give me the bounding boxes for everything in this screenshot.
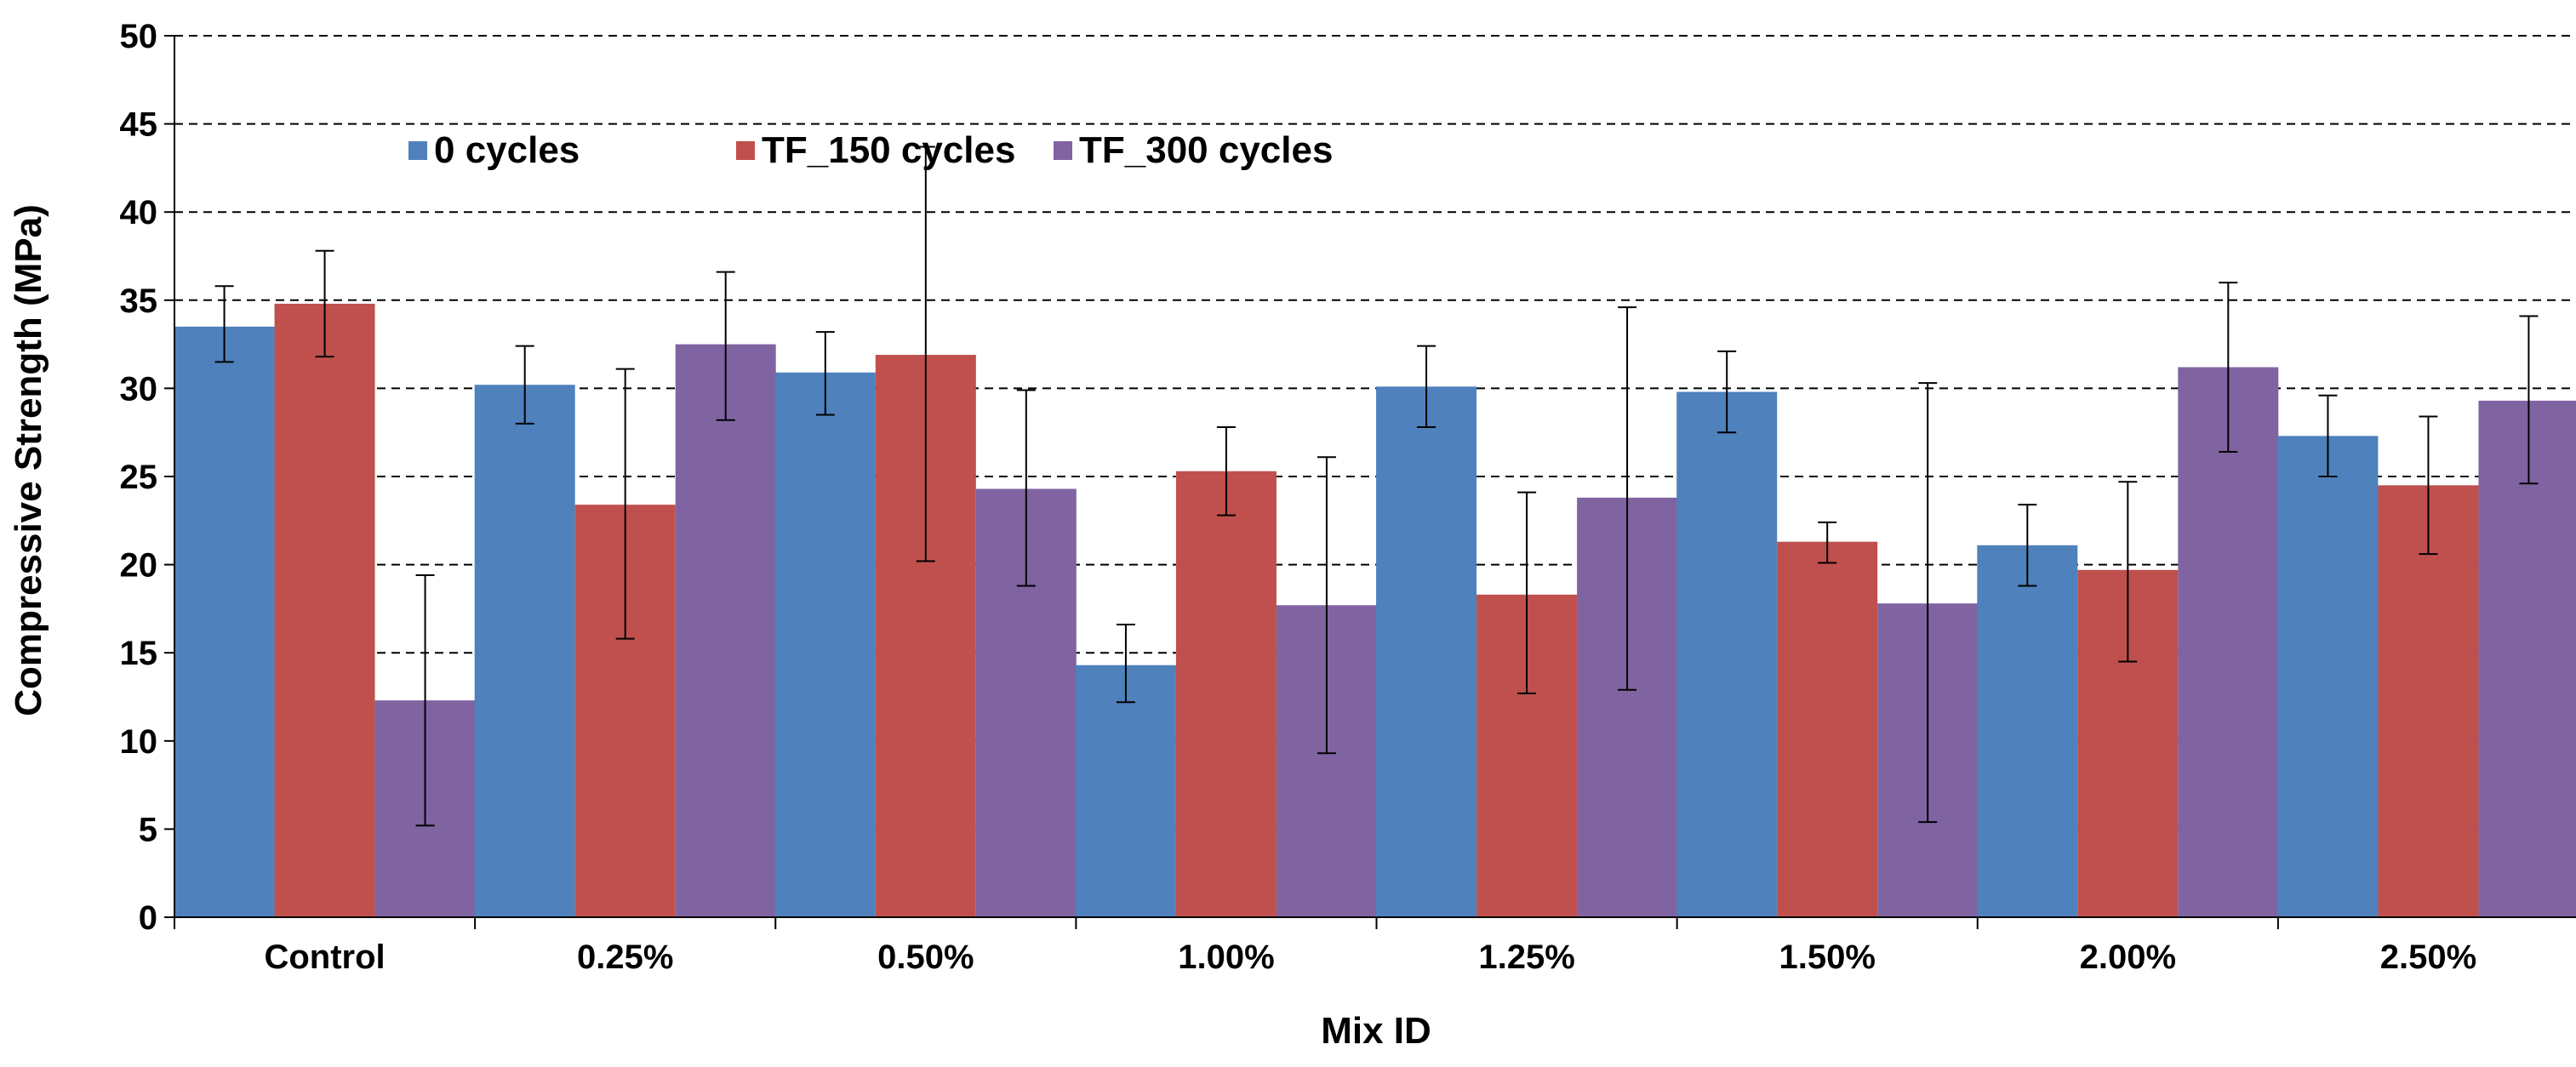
bar: [1075, 665, 1176, 917]
y-tick-label: 10: [120, 723, 158, 761]
y-tick-label: 35: [120, 282, 158, 320]
y-tick-label: 45: [120, 106, 158, 144]
legend-label: TF_150 cycles: [762, 129, 1015, 171]
y-tick-labels: 0 5 10 15 20 25 30 35 40 45 50: [120, 18, 158, 937]
legend: 0 cycles TF_150 cycles TF_300 cycles: [408, 129, 1333, 171]
legend-swatch: [408, 141, 427, 160]
bar: [474, 385, 575, 918]
x-tick-label: 2.00%: [2080, 939, 2176, 976]
bar: [1175, 471, 1277, 917]
bar: [675, 344, 776, 918]
bar: [1977, 545, 2078, 917]
y-tick-label: 50: [120, 18, 158, 55]
legend-swatch: [736, 141, 755, 160]
legend-swatch: [1054, 141, 1072, 160]
axes: [164, 35, 2576, 929]
x-axis-title: Mix ID: [1321, 1010, 1431, 1052]
y-tick-label: 5: [139, 811, 157, 848]
x-tick-label: 1.50%: [1779, 939, 1875, 976]
bar: [274, 303, 375, 918]
x-tick-label: 0.50%: [877, 939, 974, 976]
bar: [1376, 386, 1477, 917]
x-tick-label: 1.00%: [1178, 939, 1274, 976]
bar: [1676, 391, 1778, 917]
x-tick-label: 0.25%: [577, 939, 673, 976]
bar: [2277, 436, 2379, 917]
y-tick-label: 0: [139, 899, 157, 937]
bar: [1777, 541, 1878, 917]
error-bars: [214, 146, 2539, 827]
x-tick-label: Control: [264, 939, 385, 976]
x-tick-label: 1.25%: [1478, 939, 1574, 976]
bar: [2178, 367, 2279, 917]
x-tick-label: 2.50%: [2380, 939, 2476, 976]
y-tick-label: 15: [120, 635, 158, 672]
bar: [2478, 400, 2576, 917]
legend-label: 0 cycles: [434, 129, 580, 171]
legend-label: TF_300 cycles: [1079, 129, 1333, 171]
y-tick-label: 40: [120, 194, 158, 231]
y-axis-title: Compressive Strength (MPa): [8, 204, 49, 716]
bar: [2378, 485, 2479, 917]
y-tick-label: 30: [120, 370, 158, 408]
y-tick-label: 25: [120, 459, 158, 496]
x-tick-labels: Control 0.25% 0.50% 1.00% 1.25% 1.50% 2.00% 2.5…: [264, 939, 2476, 976]
bar: [174, 326, 275, 917]
bar: [774, 372, 876, 917]
y-tick-label: 20: [120, 547, 158, 585]
